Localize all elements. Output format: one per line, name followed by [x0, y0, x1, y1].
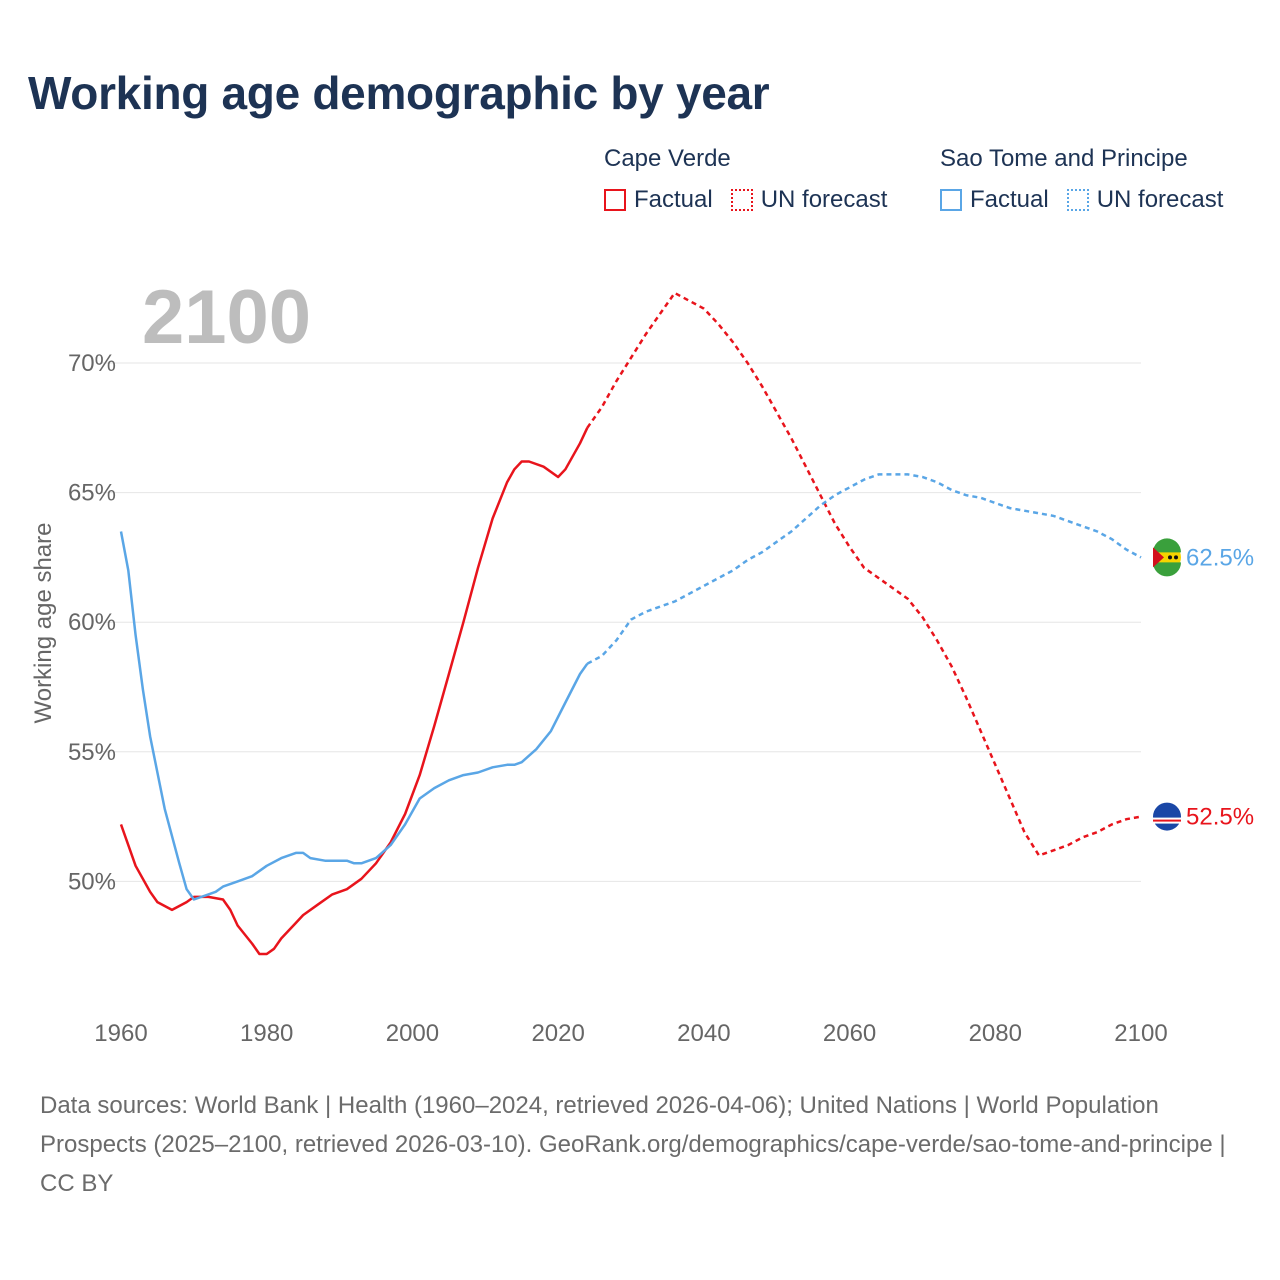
- end-value-label-cape-verde: 52.5%: [1186, 804, 1254, 831]
- legend-label: Factual: [970, 186, 1049, 213]
- flag-star: [1174, 555, 1178, 560]
- legend-group-name: Cape Verde: [604, 145, 731, 172]
- y-tick-label: 60%: [68, 609, 116, 636]
- legend-swatch-dotted: [1066, 189, 1089, 211]
- legend-group-name: Sao Tome and Principe: [940, 145, 1188, 172]
- x-tick-label: 2080: [969, 1020, 1022, 1047]
- x-tick-label: 2060: [823, 1020, 876, 1047]
- flag-stripe: [1153, 819, 1181, 822]
- flag-band: [1153, 562, 1181, 577]
- legend-swatch-solid: [604, 189, 626, 211]
- legend-swatch-solid: [940, 189, 962, 211]
- x-tick-label: 2040: [677, 1020, 730, 1047]
- flag-star: [1168, 555, 1172, 560]
- legend-item-sao-tome-forecast[interactable]: UN forecast: [1066, 186, 1224, 214]
- x-tick-label: 2020: [531, 1020, 584, 1047]
- series-line-sao-tome-and-principe-factual: [119, 531, 589, 901]
- legend-item-cape-verde-forecast[interactable]: UN forecast: [730, 186, 888, 214]
- legend-item-cape-verde-factual[interactable]: Factual: [604, 186, 713, 214]
- legend-label: UN forecast: [1096, 186, 1224, 213]
- sao-tome-flag-icon: [1153, 538, 1181, 577]
- series-line-cape-verde-factual: [119, 427, 589, 956]
- chart-title: Working age demographic by year: [28, 67, 770, 119]
- y-tick-label: 50%: [68, 868, 116, 895]
- x-tick-label: 2100: [1114, 1020, 1167, 1047]
- legend-group-sao-tome: Sao Tome and Principe Factual UN forecas…: [940, 144, 1241, 214]
- legend-item-sao-tome-factual[interactable]: Factual: [940, 186, 1049, 214]
- legend-swatch-dotted: [730, 189, 753, 211]
- flag-triangle: [1153, 547, 1164, 568]
- legend-label: Factual: [634, 186, 713, 213]
- flag-disc: [1153, 802, 1181, 831]
- source-note: Data sources: World Bank | Health (1960–…: [40, 1092, 1226, 1197]
- flag-band: [1153, 538, 1181, 553]
- series-line-cape-verde-forecast: [586, 291, 1142, 858]
- legend-label: UN forecast: [760, 186, 888, 213]
- legend-group-cape-verde: Cape Verde Factual UN forecast: [604, 144, 905, 214]
- x-tick-label: 1960: [94, 1020, 147, 1047]
- y-tick-label: 70%: [68, 350, 116, 377]
- y-tick-label: 55%: [68, 739, 116, 766]
- y-axis-label: Working age share: [30, 523, 57, 724]
- end-value-label-sao-tome-and-principe: 62.5%: [1186, 544, 1254, 571]
- x-tick-label: 2000: [386, 1020, 439, 1047]
- y-tick-label: 65%: [68, 480, 116, 507]
- cape-verde-flag-icon: [1153, 802, 1181, 831]
- x-tick-label: 1980: [240, 1020, 293, 1047]
- line-chart: 50% 55% 60% 65% 70% 1960 1980 2000 2020 2040 2060…: [30, 275, 1254, 1047]
- year-label: 2100: [142, 275, 311, 360]
- series-line-sao-tome-and-principe-forecast: [586, 473, 1142, 665]
